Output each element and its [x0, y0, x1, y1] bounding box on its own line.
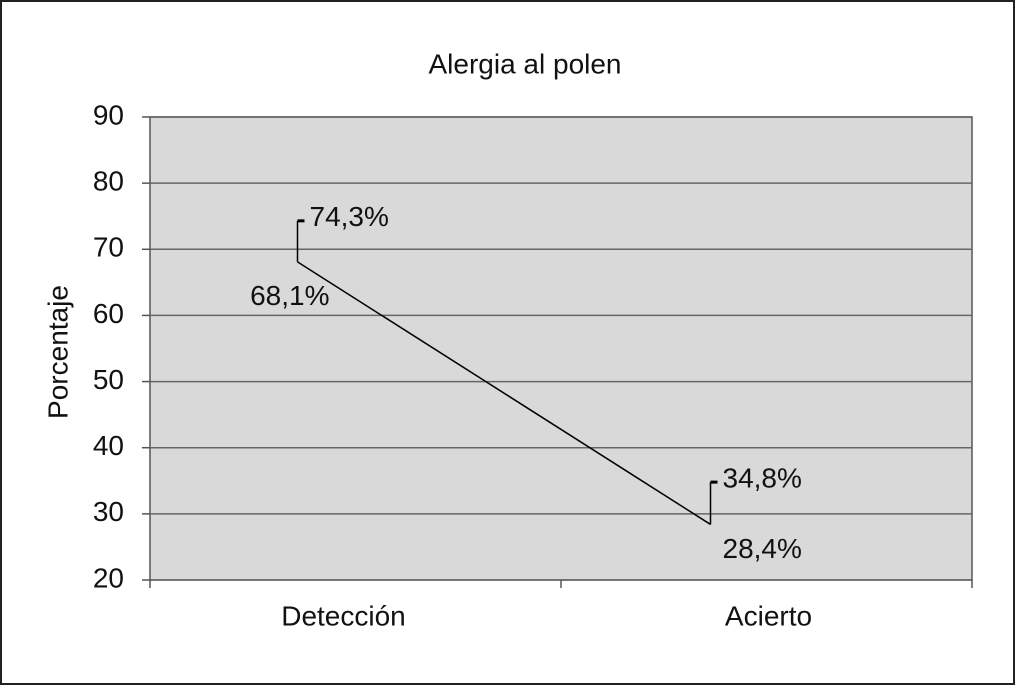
- value-label: 28,4%: [723, 533, 802, 564]
- plot-area: [149, 116, 973, 581]
- y-tick-label: 90: [93, 99, 124, 130]
- y-tick-label: 40: [93, 430, 124, 461]
- y-tick-label: 70: [93, 232, 124, 263]
- y-tick-label: 50: [93, 364, 124, 395]
- value-label: 34,8%: [723, 462, 802, 493]
- y-tick-label: 20: [93, 562, 124, 593]
- data-line: [297, 261, 711, 526]
- y-tick-label: 60: [93, 298, 124, 329]
- x-tick-label: Acierto: [725, 600, 812, 631]
- value-label: 74,3%: [310, 201, 389, 232]
- y-tick-label: 80: [93, 166, 124, 197]
- chart-title: Alergia al polen: [428, 48, 621, 79]
- y-axis-title: Porcentaje: [42, 285, 73, 419]
- x-tick-label: Detección: [281, 600, 406, 631]
- value-label: 68,1%: [250, 280, 329, 311]
- y-tick-label: 30: [93, 496, 124, 527]
